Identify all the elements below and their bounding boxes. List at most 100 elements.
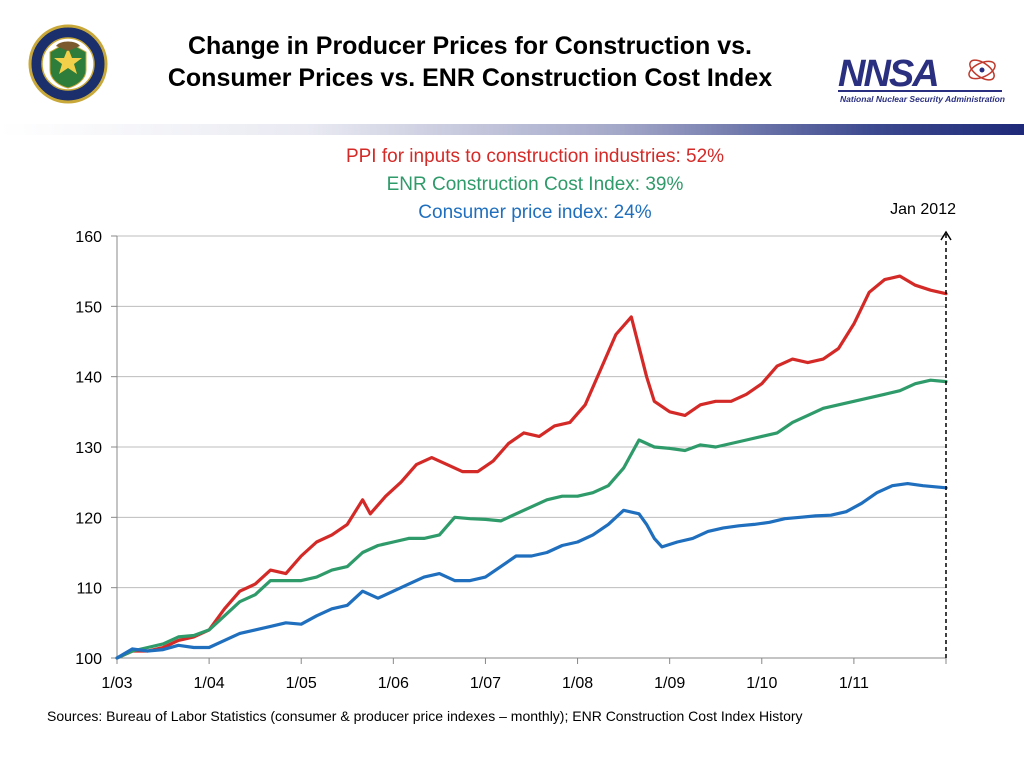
cpi-data-point [454,580,456,582]
x-tick-label: 1/06 [378,675,409,692]
enr-data-point [254,594,256,596]
enr-data-point [269,580,272,582]
enr-data-point [392,541,394,543]
cpi-data-point [861,502,863,504]
ppi-series-line [115,274,948,660]
ppi-data-point [162,646,164,649]
ppi-data-point [446,464,448,466]
marker-label: Jan 2012 [890,201,956,218]
cpi-data-point [300,623,302,625]
cpi-data-point [377,597,379,599]
enr-data-point [914,383,916,385]
cpi-data-point [922,485,924,487]
cpi-data-point [408,583,410,585]
cpi-annotation: Consumer price index: 24% [418,202,652,223]
cpi-data-point [208,646,210,649]
ppi-data-point [761,383,763,385]
enr-data-point [699,444,702,446]
cpi-data-point [331,608,333,610]
ppi-data-point [630,316,632,318]
ppi-data-point [177,639,179,642]
enr-data-point [715,446,717,448]
cpi-data-point [638,513,640,515]
cpi-data-point [830,514,832,516]
ppi-data-point [868,291,870,293]
enr-data-point [577,495,579,497]
ppi-data-point [776,365,778,367]
ppi-data-point [223,608,226,610]
enr-data-point [791,421,794,423]
ppi-data-point [600,369,602,371]
cpi-data-point [239,632,241,635]
enr-data-point [592,492,594,494]
series-lines [115,274,948,660]
enr-data-point [500,520,502,522]
enr-data-point [177,636,179,638]
cpi-data-point [623,509,625,511]
cpi-data-point [738,525,740,527]
title-line-2: Consumer Prices vs. ENR Construction Cos… [167,64,773,92]
ppi-data-point [615,333,617,336]
enr-data-point [346,566,348,568]
enr-data-point [776,432,778,434]
cpi-data-point [722,527,725,529]
enr-data-point [223,615,226,617]
slide-header: Change in Producer Prices for Constructi… [0,0,1024,124]
cpi-data-point [592,534,594,536]
enr-data-point [208,629,210,631]
enr-data-point [469,518,471,520]
cpi-data-point [845,511,847,513]
ppi-data-point [507,442,510,445]
cpi-data-point [661,546,663,548]
x-tick-label: 1/07 [470,675,501,692]
x-tick-label: 1/05 [286,675,317,692]
ppi-data-point [553,425,556,427]
ppi-data-point [899,275,901,277]
cpi-data-point [907,483,909,485]
ppi-data-point [669,411,671,413]
cpi-data-point [346,604,348,606]
enr-data-point [331,569,333,571]
ppi-data-point [653,400,655,402]
ppi-data-point [837,347,840,350]
marker-arrowhead [940,230,952,241]
enr-data-point [623,467,625,469]
ppi-data-point [239,590,241,592]
enr-data-point [653,446,655,448]
ppi-data-point [492,460,494,462]
ppi-data-point [269,569,272,571]
cpi-data-point [131,648,133,650]
y-tick-label: 130 [75,440,102,457]
cpi-data-point [768,521,771,523]
svg-text:NNSA: NNSA [838,53,938,95]
title-line-1: Change in Producer Prices for Constructi… [187,32,752,60]
cpi-data-point [799,516,801,518]
ppi-annotation: PPI for inputs to construction industrie… [345,146,725,167]
ppi-data-point [461,471,463,473]
jan-2012-marker: Jan 2012 [890,201,956,658]
cpi-data-point [438,573,440,575]
enr-data-point [868,397,870,399]
enr-data-point [316,576,318,578]
ppi-data-point [684,414,686,416]
cpi-data-point [500,566,502,568]
cpi-data-point [607,523,609,526]
cpi-data-point [362,590,364,592]
ppi-data-point [884,279,886,281]
ppi-data-point [930,289,932,291]
enr-data-point [853,400,855,402]
sources-footnote: Sources: Bureau of Labor Statistics (con… [47,708,803,724]
nnsa-caption: National Nuclear Security Administration [840,94,1005,104]
enr-data-point [837,404,840,406]
enr-data-point [454,516,456,518]
cpi-data-point [546,551,548,554]
enr-data-point [638,439,640,441]
enr-data-point [561,495,563,497]
y-tick-label: 160 [75,229,102,246]
ppi-data-point [369,513,371,515]
enr-data-point [730,442,732,445]
enr-data-point [530,506,533,508]
ppi-data-point [346,523,348,526]
cpi-data-point [753,523,755,526]
enr-data-point [607,485,609,487]
